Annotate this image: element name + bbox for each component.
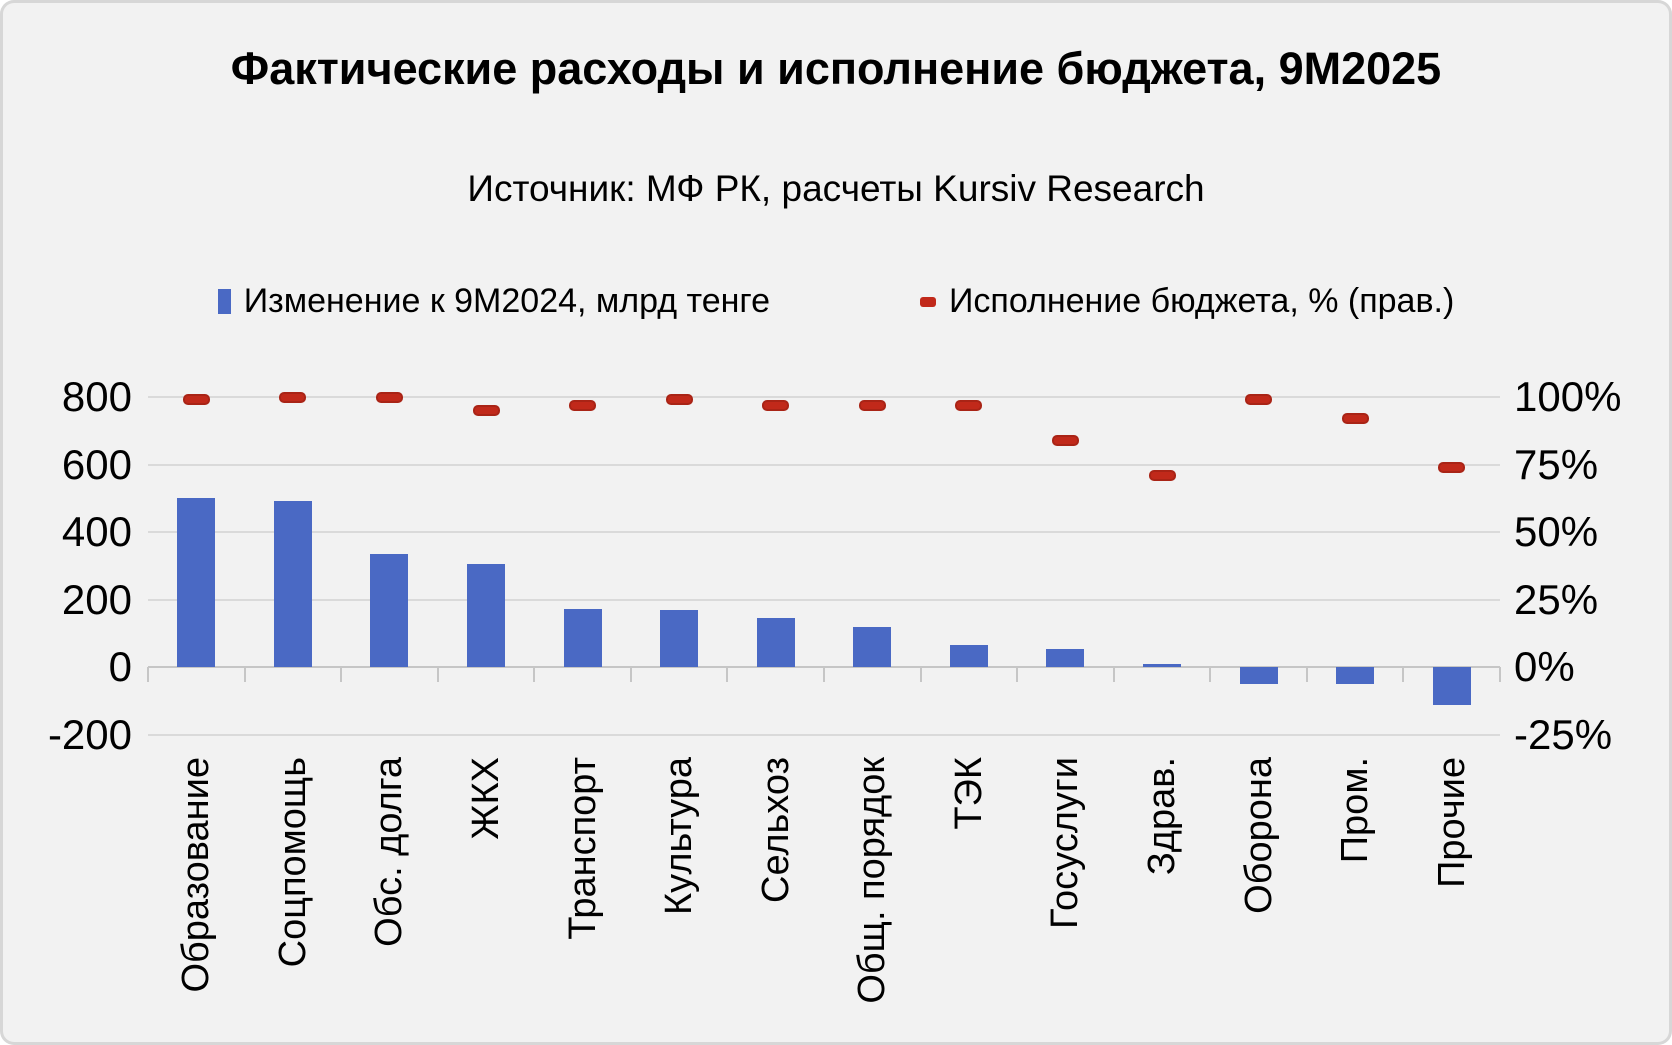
category-label: Пром. — [1334, 757, 1376, 864]
gridline — [148, 734, 1500, 736]
axis-tick — [1402, 667, 1404, 682]
execution-dash — [1438, 462, 1465, 473]
axis-tick — [244, 667, 246, 682]
gridline — [148, 531, 1500, 533]
execution-dash — [473, 405, 500, 416]
category-label: Общ. порядок — [851, 757, 893, 1004]
axis-tick — [1016, 667, 1018, 682]
left-axis-label: 800 — [61, 373, 132, 420]
axis-tick — [726, 667, 728, 682]
bar — [1433, 667, 1471, 705]
execution-dash — [279, 392, 306, 403]
axis-tick — [630, 667, 632, 682]
execution-dash — [1342, 413, 1369, 424]
execution-dash — [376, 392, 403, 403]
left-axis-label: 400 — [61, 508, 132, 555]
axis-tick — [1306, 667, 1308, 682]
right-axis-label: -25% — [1514, 711, 1613, 758]
left-axis-label: 200 — [61, 576, 132, 623]
gridline — [148, 464, 1500, 466]
right-axis-label: 25% — [1514, 576, 1599, 623]
category-label: ЖКХ — [465, 757, 507, 840]
execution-dash — [569, 400, 596, 411]
execution-dash — [859, 400, 886, 411]
category-label: Оборона — [1238, 757, 1280, 914]
axis-tick — [920, 667, 922, 682]
execution-dash — [762, 400, 789, 411]
axis-tick — [1499, 667, 1501, 682]
category-label: Здрав. — [1141, 757, 1183, 876]
right-axis-label: 75% — [1514, 441, 1599, 488]
bar — [1143, 664, 1181, 667]
category-label: Прочие — [1431, 757, 1473, 888]
category-label: Обс. долга — [368, 757, 410, 947]
bar — [274, 501, 312, 667]
axis-tick — [1113, 667, 1115, 682]
legend-label-execution: Исполнение бюджета, % (прав.) — [948, 282, 1455, 320]
legend-bar-marker-icon — [217, 289, 231, 314]
bar — [1240, 667, 1278, 684]
category-label: Транспорт — [562, 757, 604, 940]
legend-dash-marker-icon — [919, 296, 936, 307]
right-axis-label: 100% — [1514, 373, 1622, 420]
category-label: ТЭК — [948, 757, 990, 830]
legend-item-execution: Исполнение бюджета, % (прав.) — [919, 282, 1455, 321]
left-axis-label: 0 — [108, 643, 132, 690]
axis-tick — [147, 667, 149, 682]
execution-dash — [1245, 394, 1272, 405]
legend: Изменение к 9М2024, млрд тенге Исполнени… — [0, 282, 1672, 321]
category-label: Госуслуги — [1044, 757, 1086, 930]
bar — [1046, 649, 1084, 667]
right-axis-label: 0% — [1514, 643, 1575, 690]
bar — [950, 645, 988, 667]
axis-tick — [437, 667, 439, 682]
right-axis-label: 50% — [1514, 508, 1599, 555]
gridline — [148, 599, 1500, 601]
axis-tick — [823, 667, 825, 682]
category-label: Сельхоз — [755, 757, 797, 903]
category-label: Культура — [658, 757, 700, 915]
left-axis-label: 600 — [61, 441, 132, 488]
bar — [757, 618, 795, 667]
bar — [564, 609, 602, 667]
left-axis-label: -200 — [47, 711, 132, 758]
bar — [177, 498, 215, 667]
execution-dash — [1052, 435, 1079, 446]
axis-tick — [1209, 667, 1211, 682]
execution-dash — [955, 400, 982, 411]
execution-dash — [183, 394, 210, 405]
bar — [370, 554, 408, 667]
legend-item-change: Изменение к 9М2024, млрд тенге — [217, 282, 770, 321]
category-label: Соцпомощь — [272, 757, 314, 968]
execution-dash — [666, 394, 693, 405]
chart-subtitle: Источник: МФ РК, расчеты Kursiv Research — [467, 168, 1205, 209]
execution-dash — [1149, 470, 1176, 481]
category-label: Образование — [175, 757, 217, 993]
chart-title: Фактические расходы и исполнение бюджета… — [230, 43, 1442, 94]
bar — [1336, 667, 1374, 684]
gridline — [148, 396, 1500, 398]
bar — [660, 610, 698, 667]
bar — [467, 564, 505, 667]
legend-label-change: Изменение к 9М2024, млрд тенге — [243, 282, 770, 320]
bar — [853, 627, 891, 667]
axis-tick — [340, 667, 342, 682]
axis-tick — [533, 667, 535, 682]
